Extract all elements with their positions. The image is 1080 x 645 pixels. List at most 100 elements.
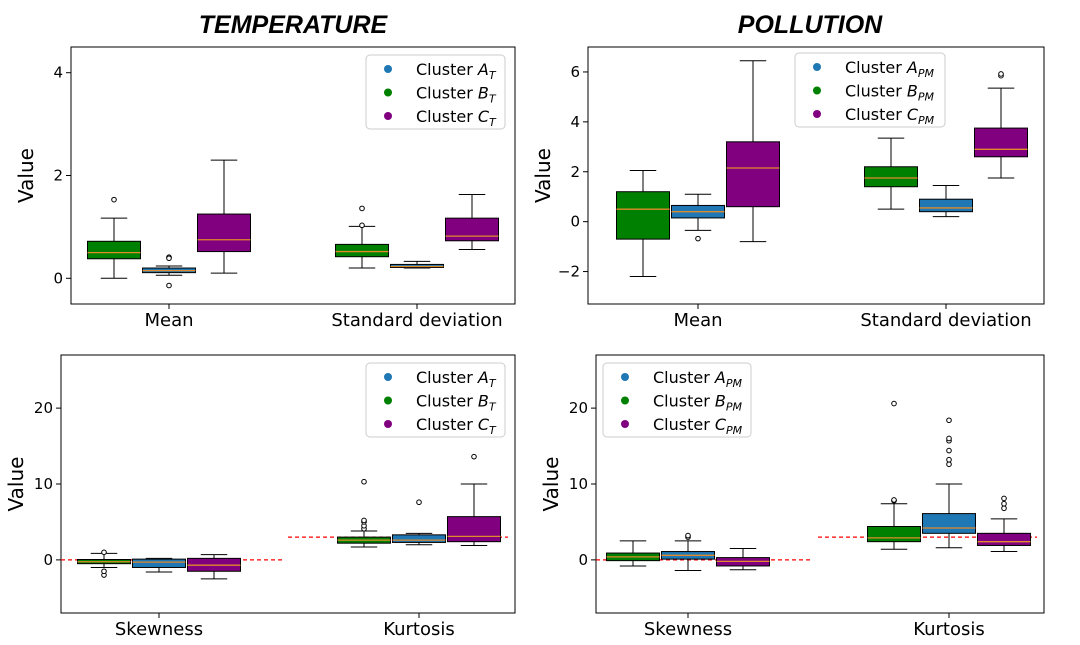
outlier-point — [695, 235, 701, 242]
legend-label-b: Cluster BT — [416, 392, 497, 414]
y-tick-label: 4 — [53, 64, 63, 82]
box-cluster-c-skewness — [716, 548, 770, 571]
outlier-point — [946, 435, 952, 442]
outlier-point — [359, 222, 365, 229]
box-cluster-b-kurtosis — [337, 478, 391, 548]
iqr-box — [335, 243, 389, 258]
y-tick-label: 0 — [53, 269, 63, 287]
box-cluster-b-skewness — [606, 540, 660, 567]
legend-label-b: Cluster BPM — [845, 82, 934, 104]
category-label: Standard deviation — [860, 310, 1031, 331]
outlier-point — [471, 453, 477, 460]
legend-marker-b — [621, 396, 629, 405]
outlier-point — [946, 461, 952, 468]
legend-marker-a — [384, 65, 392, 73]
legend-label-b: Cluster BPM — [653, 392, 742, 414]
legend-marker-c — [384, 112, 392, 120]
box-cluster-a-mean — [142, 254, 196, 289]
legend-marker-c — [813, 110, 821, 118]
temperature-mean-std-panel: 0 2 4 Value Mean Standard deviation Cluster AT… — [14, 46, 516, 331]
iqr-box — [726, 141, 780, 208]
box-cluster-c-standard-deviation — [974, 71, 1028, 179]
y-axis-label: Value — [531, 148, 555, 203]
box-cluster-c-standard-deviation — [445, 194, 499, 251]
legend-frame — [365, 54, 506, 130]
outlier-point — [166, 282, 172, 289]
legend-label-c: Cluster CPM — [845, 105, 935, 127]
legend-marker-a — [813, 63, 821, 71]
outlier-point — [111, 196, 117, 203]
box-cluster-b-mean — [616, 170, 670, 278]
legend-frame — [602, 362, 752, 438]
iqr-box — [864, 166, 918, 188]
y-tick-label: −2 — [558, 263, 580, 281]
legend-marker-b — [384, 396, 392, 405]
y-tick-label: 0 — [570, 213, 580, 231]
category-label: Mean — [144, 310, 193, 331]
box-cluster-c-kurtosis — [977, 495, 1031, 553]
legend-marker-c — [621, 420, 629, 428]
outlier-point — [361, 478, 367, 485]
box-cluster-c-skewness — [187, 554, 241, 580]
legend-label-a: Cluster APM — [653, 368, 742, 390]
legend-label-c: Cluster CT — [416, 415, 497, 437]
legend-marker-a — [621, 373, 629, 381]
box-cluster-a-kurtosis — [922, 417, 976, 549]
y-tick-label: 20 — [569, 399, 588, 417]
outlier-point — [1001, 505, 1007, 512]
iqr-box — [392, 534, 446, 543]
legend-frame — [365, 362, 506, 438]
box-cluster-b-skewness — [77, 549, 131, 578]
iqr-box — [867, 525, 921, 543]
box-cluster-c-mean — [197, 159, 251, 274]
y-tick-label: 6 — [570, 63, 580, 81]
y-tick-label: 0 — [578, 551, 588, 569]
iqr-box — [132, 558, 186, 568]
category-label: Kurtosis — [383, 619, 455, 640]
outlier-point — [1001, 495, 1007, 502]
iqr-box — [87, 240, 141, 260]
y-axis-label: Value — [4, 457, 28, 512]
legend-label-c: Cluster CT — [416, 107, 497, 129]
outlier-point — [946, 417, 952, 424]
outlier-point — [416, 499, 422, 506]
box-cluster-c-kurtosis — [447, 453, 501, 546]
outlier-point — [166, 255, 172, 262]
y-tick-label: 2 — [53, 167, 63, 185]
y-axis-label: Value — [539, 457, 563, 512]
iqr-box — [974, 127, 1028, 158]
legend-label-c: Cluster CPM — [653, 415, 743, 437]
outlier-point — [891, 497, 897, 503]
pollution-mean-std-panel: −2 0 2 4 6 Value Mean Standard deviation Cluster… — [531, 46, 1045, 331]
legend-frame — [794, 52, 946, 128]
y-tick-label: 20 — [34, 399, 53, 417]
outlier-point — [946, 447, 952, 454]
legend-label-b: Cluster BT — [416, 84, 497, 106]
box-cluster-c-mean — [726, 60, 780, 243]
iqr-box — [447, 516, 501, 543]
outlier-point — [101, 549, 107, 556]
box-cluster-a-standard-deviation — [390, 260, 444, 269]
box-cluster-b-standard-deviation — [335, 205, 389, 269]
category-label: Skewness — [644, 619, 732, 640]
legend-marker-b — [384, 88, 392, 97]
outlier-point — [998, 71, 1004, 77]
outlier-point — [101, 568, 107, 575]
legend-marker-a — [384, 373, 392, 381]
box-cluster-a-skewness — [661, 532, 715, 572]
outlier-point — [1001, 500, 1007, 507]
iqr-box — [919, 198, 973, 213]
outlier-point — [361, 517, 367, 524]
legend-label-a: Cluster AT — [416, 368, 497, 390]
iqr-box — [197, 213, 251, 253]
y-tick-label: 2 — [570, 163, 580, 181]
box-cluster-b-standard-deviation — [864, 137, 918, 210]
box-cluster-a-kurtosis — [392, 499, 446, 546]
box-cluster-a-mean — [671, 193, 725, 242]
outlier-point — [946, 456, 952, 463]
y-tick-label: 4 — [570, 113, 580, 131]
